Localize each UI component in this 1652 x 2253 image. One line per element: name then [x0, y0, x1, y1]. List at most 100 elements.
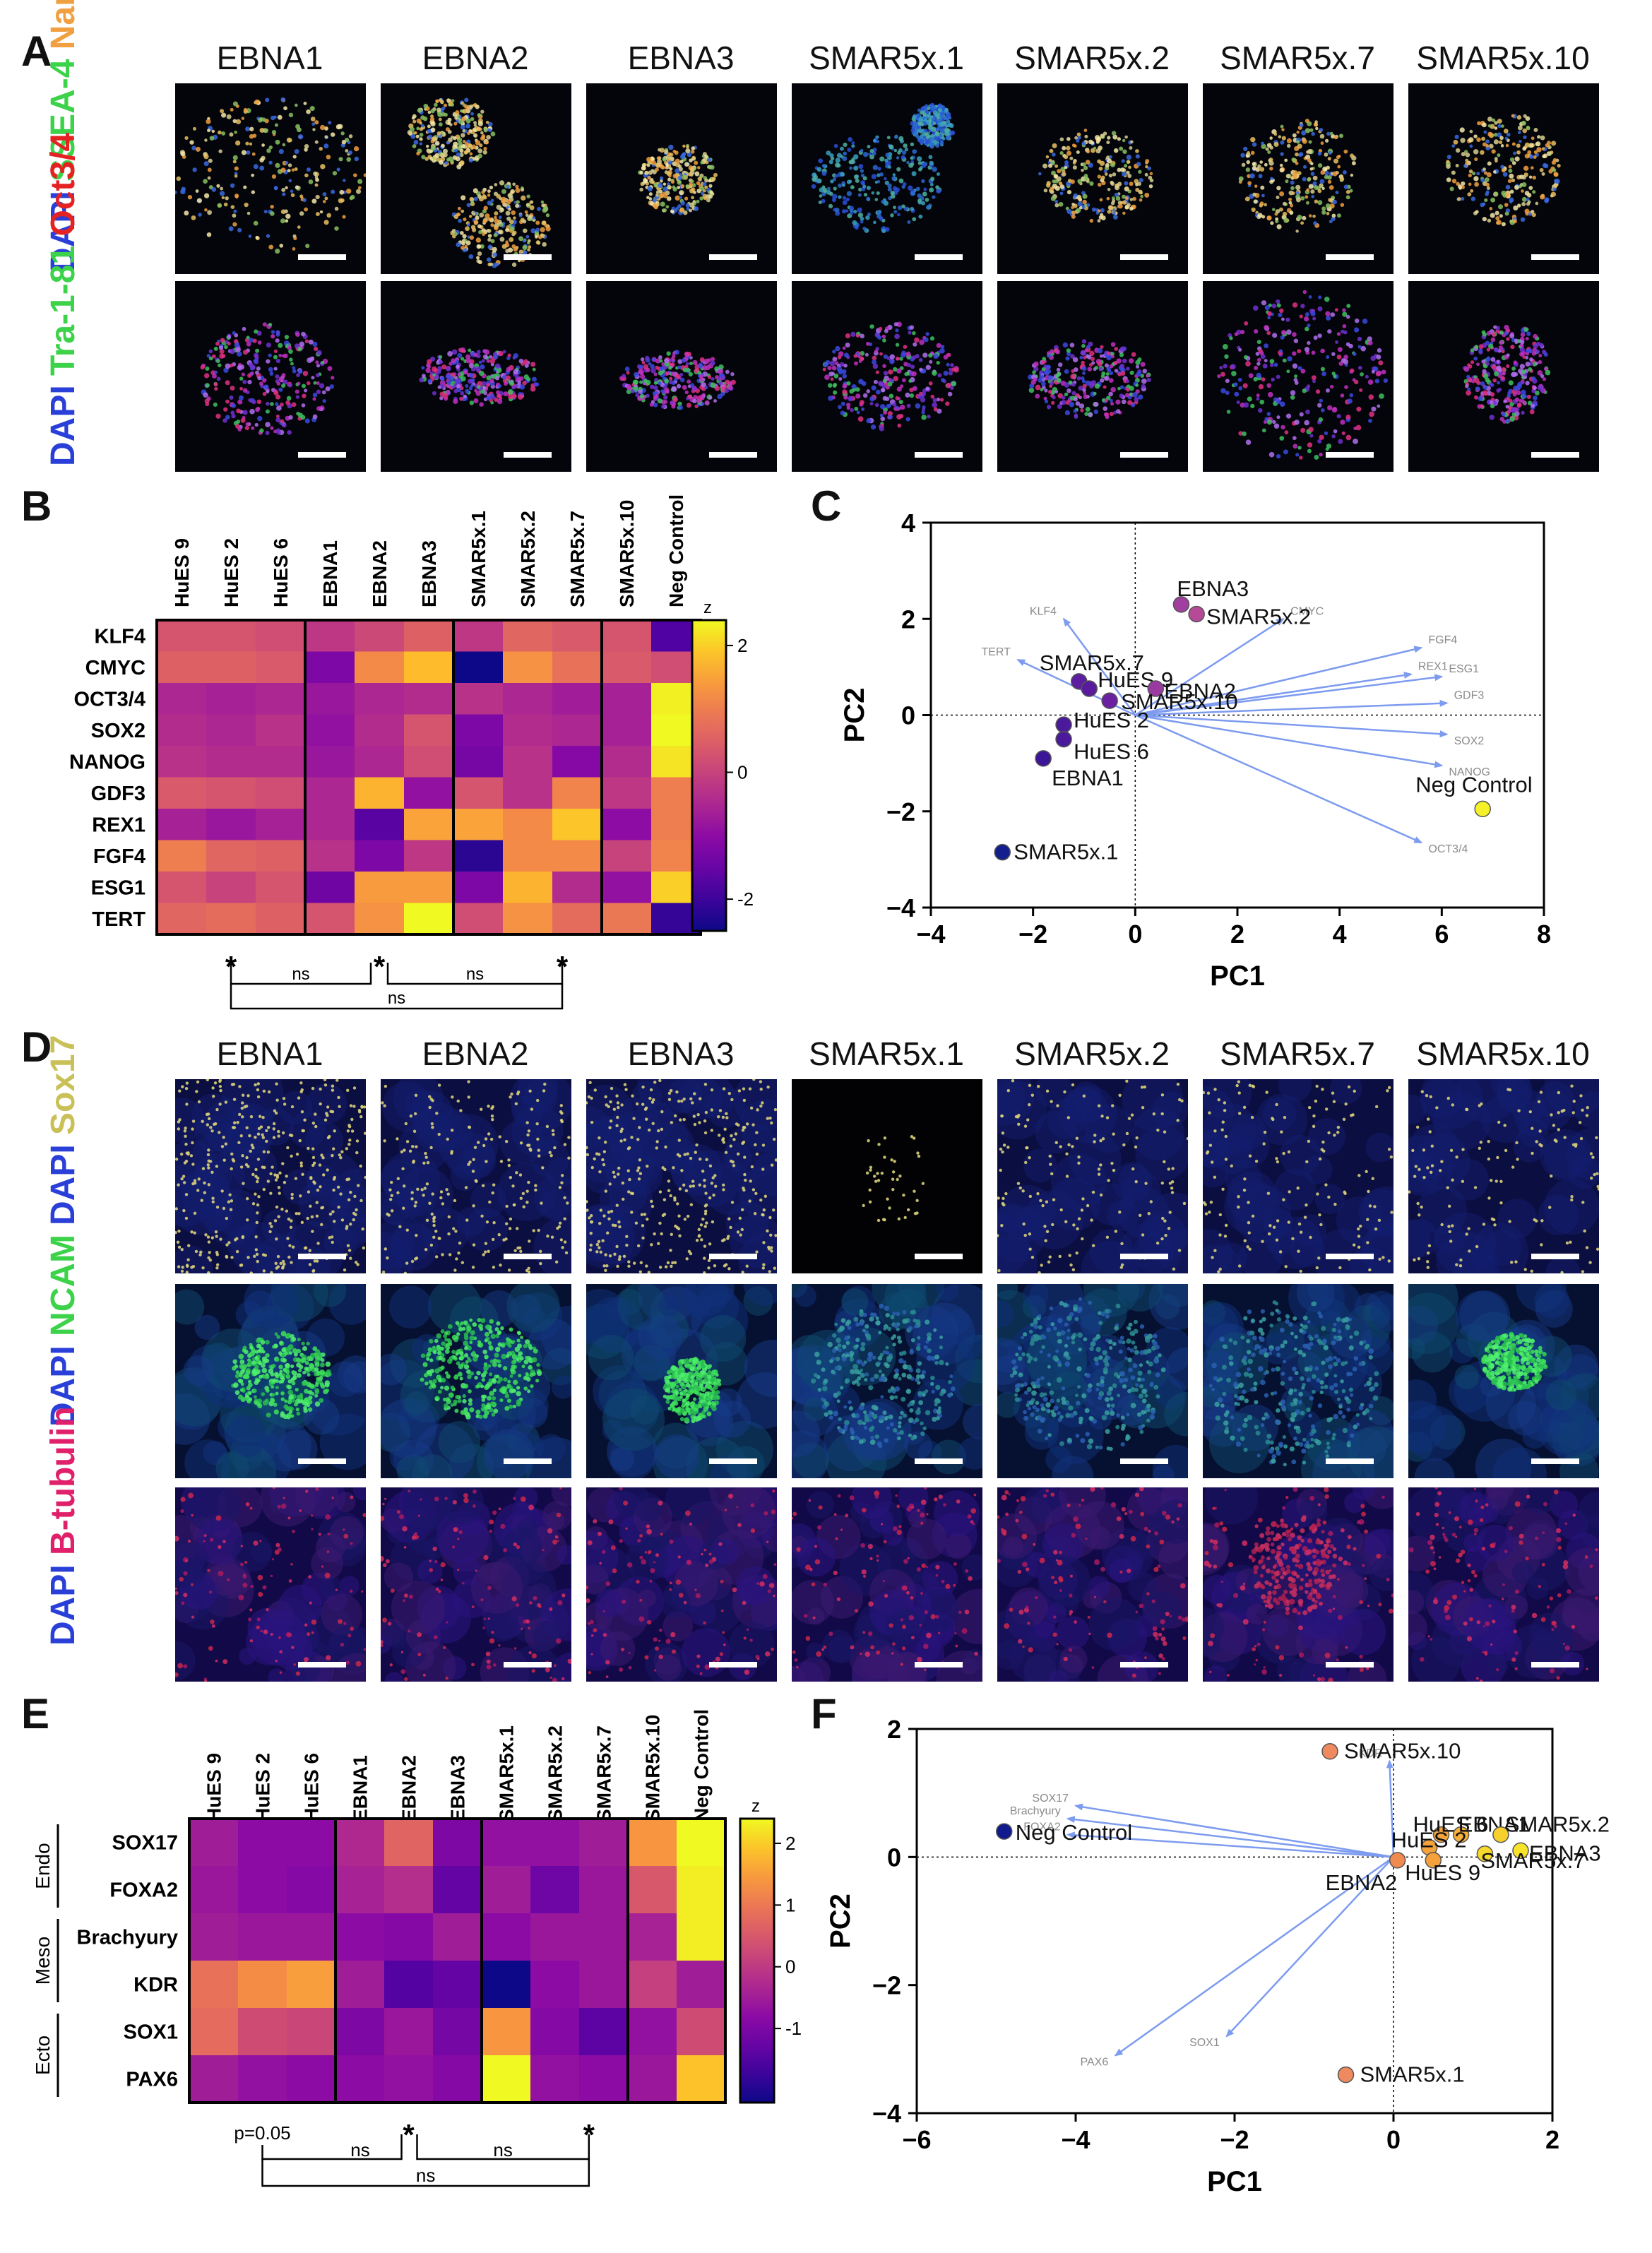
column-label: SMAR5x.7	[593, 1725, 615, 1822]
colorbar-tick-label: 1	[785, 1894, 795, 1915]
heatmap-cell	[206, 651, 256, 684]
row-label-d3: DAPI B-tubulin	[44, 1406, 83, 1646]
micrograph-d1-smar5x7	[1203, 1079, 1393, 1273]
bracket	[261, 2159, 590, 2187]
column-label: HuES 2	[220, 538, 242, 607]
colorbar-tick-label: -1	[785, 2018, 802, 2039]
data-point	[1512, 1842, 1529, 1860]
panel-label-c: C	[811, 482, 842, 530]
heatmap-cell	[189, 2055, 239, 2103]
heatmap-cell	[335, 2055, 385, 2103]
micrograph	[381, 1487, 571, 1682]
heatmap-cell	[256, 683, 306, 715]
colorbar	[691, 619, 727, 932]
point-label: SMAR5x.1	[1014, 840, 1118, 864]
heatmap-cell	[355, 746, 405, 778]
heatmap-cell	[433, 1819, 482, 1867]
heatmap-cell	[335, 1913, 385, 1961]
loading-vector	[1225, 1856, 1394, 2038]
stain-dapi: DAPI	[44, 1144, 82, 1225]
micrograph-a2-ebna1	[175, 281, 366, 472]
heatmap-cell	[552, 840, 602, 872]
scale-bar	[504, 1254, 552, 1259]
heatmap-cell	[503, 809, 553, 840]
heatmap-cell	[157, 683, 207, 715]
scale-bar	[298, 254, 346, 260]
micrograph-a2-smar5x10	[1408, 281, 1599, 472]
scale-bar	[915, 452, 963, 458]
col-header-smar5x1: SMAR5x.1	[809, 1035, 964, 1072]
scale-bar	[298, 1254, 346, 1259]
x-tick-label: 8	[1537, 920, 1551, 949]
micrograph-d2-smar5x2	[997, 1284, 1188, 1478]
x-tick-label: 6	[1434, 920, 1449, 949]
row-label: SOX17	[112, 1832, 179, 1855]
micrograph	[1408, 1079, 1599, 1273]
micrograph	[175, 1284, 366, 1478]
heatmap-cell	[530, 1913, 580, 1961]
heatmap-cell	[189, 1913, 239, 1961]
scale-bar	[1531, 1458, 1579, 1464]
stain-oct34: Oct3/4	[44, 132, 82, 237]
heatmap-cell	[579, 2055, 629, 2103]
micrograph-a1-smar5x1	[792, 83, 982, 274]
heatmap-cell	[404, 903, 454, 935]
micrograph-d2-smar5x1	[792, 1284, 982, 1478]
scale-bar	[504, 1458, 552, 1464]
heatmap-cell	[305, 777, 355, 809]
micrograph	[1408, 83, 1599, 274]
heatmap-cell	[404, 651, 454, 684]
y-tick-label: −2	[886, 797, 915, 826]
x-tick-label: −2	[1018, 920, 1047, 949]
column-label: SMAR5x.7	[566, 511, 588, 607]
data-point	[1474, 800, 1491, 818]
micrograph	[997, 281, 1188, 472]
scale-bar	[1326, 1662, 1374, 1668]
heatmap-cell	[453, 683, 504, 715]
x-tick-label: 0	[1386, 2125, 1401, 2154]
micrograph-a1-smar5x2	[997, 83, 1188, 274]
point-label: SMAR5x.2	[1505, 1812, 1610, 1837]
heatmap-cell	[453, 651, 504, 684]
col-header-ebna1: EBNA1	[216, 1035, 323, 1072]
micrograph-a1-ebna3	[586, 83, 777, 274]
heatmap-cell	[238, 1961, 287, 2009]
heatmap-cell	[287, 1866, 336, 1914]
loading-vector	[1135, 714, 1444, 768]
point-label: HuES 6	[1074, 739, 1149, 764]
stain-dapi: DAPI	[44, 385, 82, 466]
point-label: SMAR5x.10	[1344, 1739, 1461, 1764]
row-label: OCT3/4	[73, 688, 145, 711]
heatmap-cell	[602, 714, 652, 747]
point-label: SMAR5x.7	[1040, 650, 1144, 675]
heatmap-cell	[552, 903, 602, 935]
scale-bar	[1326, 452, 1374, 458]
heatmap-cell	[503, 840, 553, 872]
colorbar-tick-label: 0	[737, 762, 747, 783]
row-label: CMYC	[85, 657, 145, 679]
heatmap-cell	[503, 872, 553, 903]
y-tick-label: 2	[887, 1715, 901, 1744]
heatmap-cell	[602, 651, 652, 684]
heatmap-cell	[677, 1819, 726, 1867]
ns-label: ns	[350, 2139, 369, 2160]
heatmap-cell	[433, 1913, 482, 1961]
heatmap-cell	[453, 777, 504, 809]
heatmap-cell	[157, 872, 207, 903]
vector-label: KDR	[1359, 1747, 1383, 1759]
heatmap-cell	[305, 903, 355, 935]
column-label: EBNA1	[350, 1755, 372, 1822]
heatmap-cell	[503, 903, 553, 935]
heatmap-cell	[305, 746, 355, 778]
data-point	[1425, 1852, 1442, 1869]
heatmap-cell	[433, 2008, 482, 2056]
heatmap-cell	[305, 872, 355, 903]
heatmap-cell	[206, 872, 256, 903]
data-point	[1492, 1826, 1509, 1843]
ns-label: ns	[416, 2165, 435, 2186]
heatmap-cell	[384, 1866, 434, 1914]
micrograph	[381, 1284, 571, 1478]
loading-vector	[1135, 699, 1449, 716]
micrograph-a1-smar5x10	[1408, 83, 1599, 274]
vector-label: REX1	[1418, 661, 1448, 673]
